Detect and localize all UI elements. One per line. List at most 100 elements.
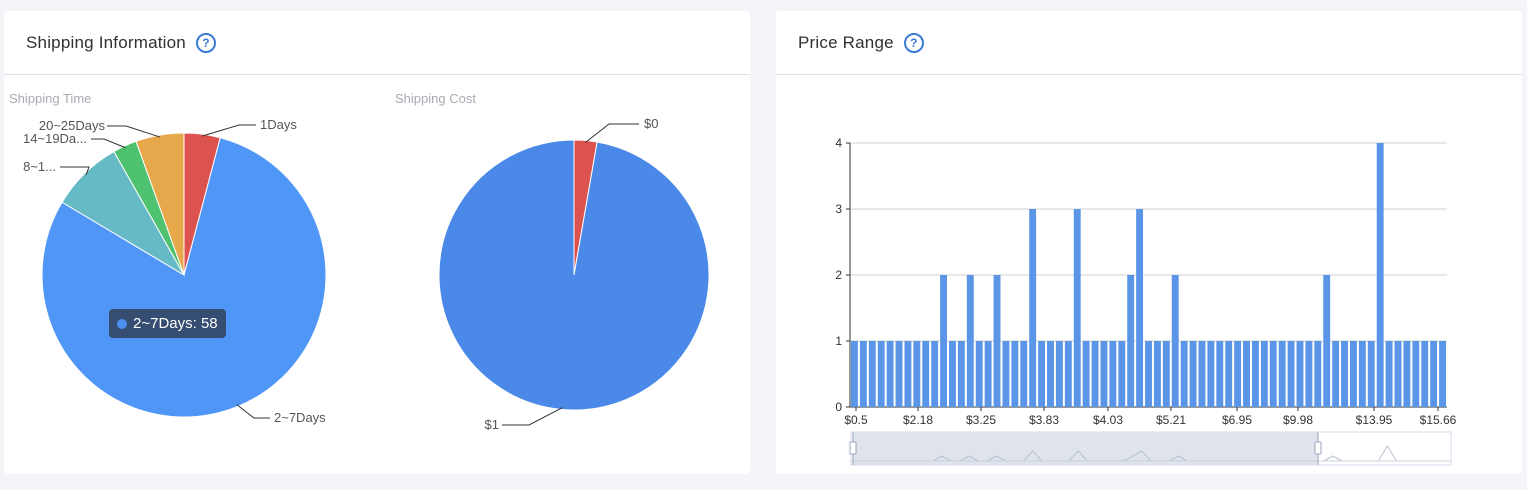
price-bar[interactable] [1162,341,1170,407]
x-tick-label: $0.5 [844,413,868,427]
price-bar[interactable] [1430,341,1438,407]
price-bar[interactable] [993,275,1001,407]
price-bar[interactable] [1278,341,1286,407]
price-bar[interactable] [1296,341,1304,407]
price-bar[interactable] [1020,341,1028,407]
x-tick-label: $3.25 [966,413,996,427]
shipping-time-title: Shipping Time [9,91,92,106]
price-bar[interactable] [1207,341,1215,407]
price-bar[interactable] [1029,209,1037,407]
price-range-bar-chart: 0 1 2 3 4 $0.5 $2.18 $3.25 $3.83 $4.03 $5.21 $6.95 $… [835,136,1457,466]
price-bar[interactable] [1055,341,1063,407]
price-bar[interactable] [1136,209,1144,407]
shipping-time-slice[interactable] [41,137,327,418]
price-bar[interactable] [1234,341,1242,407]
question-circle-icon[interactable]: ? [195,32,216,53]
price-bar[interactable] [895,341,903,407]
price-bar[interactable] [1260,341,1268,407]
price-bar[interactable] [1198,341,1206,407]
price-bar[interactable] [949,341,956,407]
price-bar[interactable] [1127,275,1135,407]
x-tick-label: $15.66 [1420,413,1457,427]
price-bar[interactable] [1332,341,1340,407]
price-bar[interactable] [1376,143,1384,407]
zoom-slider-handle[interactable] [849,441,857,455]
shipping-cost-slice[interactable] [438,139,710,411]
shipping-time-label-line [60,166,90,176]
price-bar[interactable] [1269,341,1277,407]
price-bar[interactable] [1153,341,1161,407]
price-bar[interactable] [1216,341,1224,407]
shipping-time-label-line [236,404,270,419]
y-tick-label: 4 [835,136,842,150]
price-bar[interactable] [1091,341,1099,407]
price-bar[interactable] [1189,341,1197,407]
card-title: Shipping Information [26,32,186,52]
zoom-slider-handle[interactable] [1314,441,1322,455]
price-bar[interactable] [940,275,948,407]
price-bar[interactable] [1349,341,1357,407]
shipping-time-slice-label: 2~7Days [274,410,326,425]
x-tick-label: $3.83 [1029,413,1059,427]
shipping-time-slice[interactable] [135,132,185,276]
price-bar[interactable] [1038,341,1046,407]
price-bar[interactable] [1323,275,1331,407]
price-bar[interactable] [904,341,912,407]
price-bar[interactable] [1403,341,1411,407]
shipping-time-label-line [107,125,161,138]
price-bar[interactable] [1367,341,1375,407]
price-bar[interactable] [913,341,921,407]
tooltip-dot [117,318,127,329]
price-bar[interactable] [886,341,894,407]
price-bar[interactable] [1439,341,1446,407]
price-bar[interactable] [975,341,983,407]
price-bar[interactable] [1002,341,1010,407]
price-bar[interactable] [1118,341,1126,407]
price-bar[interactable] [1243,341,1250,407]
price-bar[interactable] [957,341,965,407]
price-bar[interactable] [1251,341,1259,407]
shipping-information-card: Shipping Information ? Shipping Time Shi… [4,11,750,474]
price-bar[interactable] [931,341,939,407]
question-circle-icon[interactable]: ? [903,32,924,53]
price-bar[interactable] [1314,341,1322,407]
price-bar[interactable] [877,341,885,407]
price-bar[interactable] [1011,341,1019,407]
price-bar[interactable] [1047,341,1054,407]
price-bar[interactable] [1073,209,1081,407]
price-bar[interactable] [1180,341,1188,407]
shipping-cost-pie-chart: $0 $1 [438,116,710,432]
price-bar[interactable] [1109,341,1117,407]
price-bar[interactable] [1305,341,1313,407]
y-tick-label: 0 [835,400,842,414]
price-bar[interactable] [1385,341,1393,407]
price-bar[interactable] [1064,341,1072,407]
shipping-cost-label-line [502,407,563,426]
price-bar[interactable] [851,341,858,407]
price-bar[interactable] [1287,341,1295,407]
zoom-slider-window[interactable] [853,432,1318,465]
price-bar[interactable] [966,275,974,407]
x-tick-label: $2.18 [903,413,933,427]
price-bar[interactable] [984,341,992,407]
price-bar[interactable] [1394,341,1402,407]
price-bar[interactable] [1225,341,1233,407]
price-bar[interactable] [922,341,930,407]
price-bar[interactable] [1412,341,1420,407]
price-bar[interactable] [1358,341,1366,407]
price-bar[interactable] [868,341,876,407]
shipping-time-label-line [201,124,256,137]
price-bar[interactable] [1082,341,1090,407]
card-header: Shipping Information ? [4,11,750,75]
price-range-card: Price Range ? 0 1 2 3 4 $0.5 $2.18 $3.25 $3.83 $4… [776,11,1522,474]
price-bar[interactable] [1171,275,1179,407]
y-tick-label: 1 [835,334,842,348]
price-bar[interactable] [1341,341,1348,407]
price-bar[interactable] [1100,341,1108,407]
price-bar[interactable] [859,341,867,407]
y-tick-label: 2 [835,268,842,282]
shipping-time-slice-label: 1Days [260,117,297,132]
price-bar[interactable] [1421,341,1429,407]
price-bar[interactable] [1145,341,1152,407]
shipping-time-slice-label: 14~19Da... [23,131,87,146]
